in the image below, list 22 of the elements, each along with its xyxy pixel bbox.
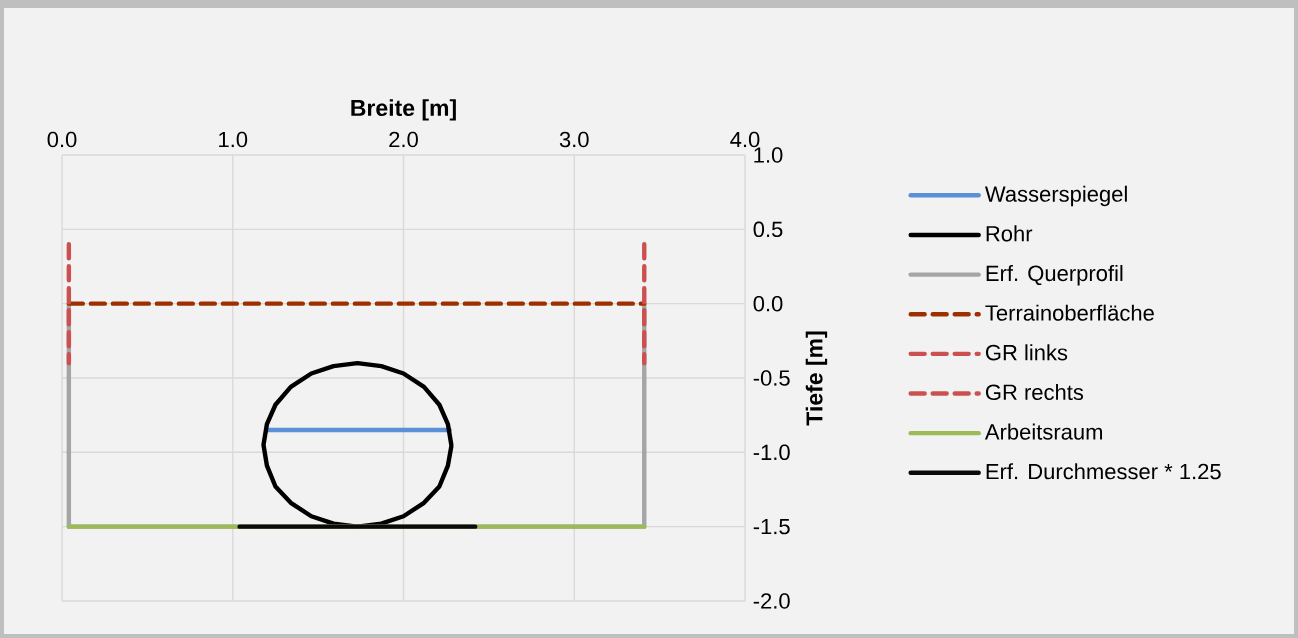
x-axis-title: Breite [m] xyxy=(351,99,456,121)
y-axis-title: Tiefe [m] xyxy=(805,331,828,426)
legend-label: GR rechts xyxy=(985,383,1084,401)
legend-label: Erf. Querprofil xyxy=(986,264,1123,286)
legend-label: Rohr xyxy=(986,225,1033,242)
x-tick-label: 3.0 xyxy=(559,131,589,148)
y-tick-label: 0.5 xyxy=(753,221,783,238)
y-tick-label: -1.5 xyxy=(753,518,790,535)
legend-label: Terrainoberfläche xyxy=(985,304,1154,321)
x-tick-label: 4.0 xyxy=(730,131,760,148)
y-tick-label: -1.0 xyxy=(753,444,790,461)
legend-label: Erf. Durchmesser * 1.25 xyxy=(986,463,1221,480)
x-tick-label: 2.0 xyxy=(389,131,418,148)
y-tick-label: -0.5 xyxy=(753,370,790,386)
y-tick-label: -2.0 xyxy=(753,593,790,609)
legend-label: Wasserspiegel xyxy=(984,185,1127,207)
x-tick-label: 0.0 xyxy=(47,131,77,148)
y-tick-label: 1.0 xyxy=(754,147,783,163)
y-tick-label: 0.0 xyxy=(753,295,783,312)
legend-label: GR links xyxy=(985,344,1068,361)
legend-label: Arbeitsraum xyxy=(984,423,1102,440)
x-tick-label: 1.0 xyxy=(219,131,248,148)
